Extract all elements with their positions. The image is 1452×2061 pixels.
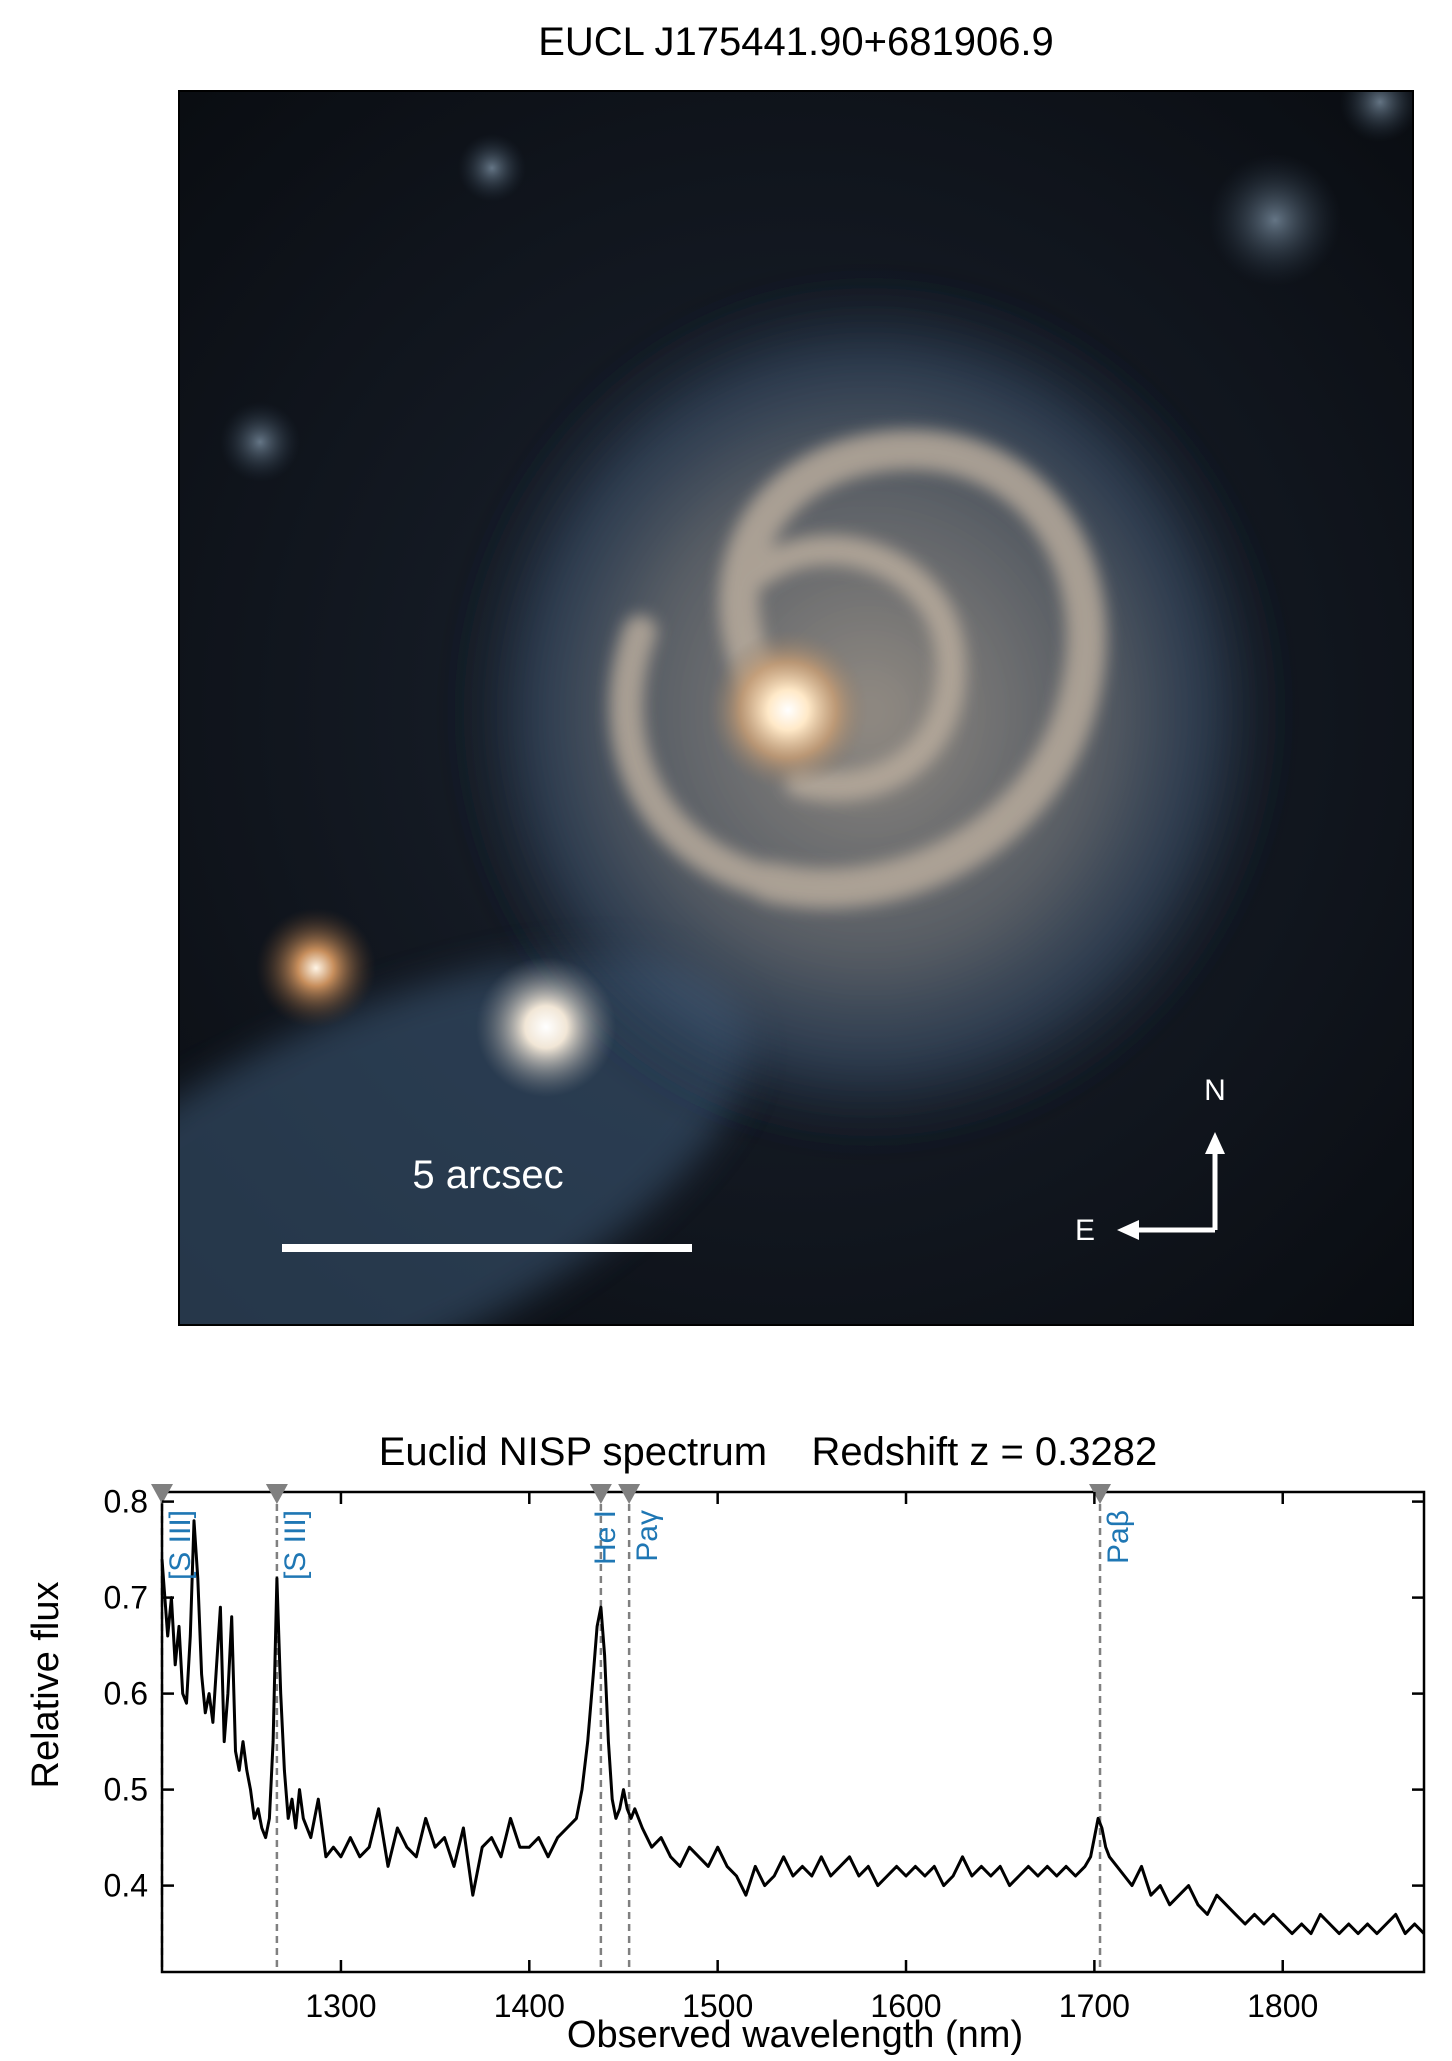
- emission-line-label: [S III]: [279, 1510, 312, 1580]
- y-tick-label: 0.8: [104, 1484, 148, 1520]
- y-axis-label: Relative flux: [25, 1582, 67, 1789]
- image-title: EUCL J175441.90+681906.9: [538, 20, 1054, 64]
- compass-north-label: N: [1204, 1074, 1226, 1107]
- emission-line-triangle: [589, 1484, 612, 1504]
- x-tick-label: 1300: [305, 1988, 376, 2024]
- emission-line-label: He I: [589, 1510, 622, 1565]
- x-axis-label: Observed wavelength (nm): [567, 2014, 1023, 2056]
- emission-line-label: [S III]: [164, 1510, 197, 1580]
- plot-frame: [160, 1490, 1426, 1974]
- x-tick-label: 1500: [682, 1988, 753, 2024]
- y-tick-label: 0.5: [104, 1772, 148, 1808]
- x-tick-label: 1600: [870, 1988, 941, 2024]
- emission-line-triangle: [1089, 1484, 1112, 1504]
- emission-line-triangle: [151, 1484, 173, 1504]
- scale-bar-label: 5 arcsec: [412, 1153, 563, 1197]
- plot-area: [S III] [S III] He I Paγ Paβ 1300 1400 1500 1600…: [104, 1484, 1426, 2024]
- emission-line-label: Paγ: [631, 1510, 664, 1562]
- y-tick-label: 0.6: [104, 1676, 148, 1712]
- chart-title: Euclid NISP spectrum Redshift z = 0.3282: [379, 1430, 1158, 1474]
- emission-line-triangle: [265, 1484, 288, 1504]
- compass: N E: [1075, 1074, 1226, 1247]
- x-tick-label: 1800: [1247, 1988, 1318, 2024]
- y-tick-label: 0.7: [104, 1580, 148, 1616]
- spectrum-chart: Euclid NISP spectrum Redshift z = 0.3282…: [25, 1430, 1426, 2056]
- x-tick-label: 1400: [494, 1988, 565, 2024]
- emission-line-triangle: [618, 1484, 641, 1504]
- spectrum-line: [160, 1519, 1426, 1936]
- galaxy-image-panel: 5 arcsec N E: [178, 90, 1414, 1326]
- compass-east-label: E: [1075, 1214, 1095, 1247]
- x-tick-label: 1700: [1059, 1988, 1130, 2024]
- galaxy-image: 5 arcsec N E: [180, 92, 1412, 1324]
- y-tick-label: 0.4: [104, 1868, 148, 1904]
- emission-line-label: Paβ: [1102, 1510, 1135, 1564]
